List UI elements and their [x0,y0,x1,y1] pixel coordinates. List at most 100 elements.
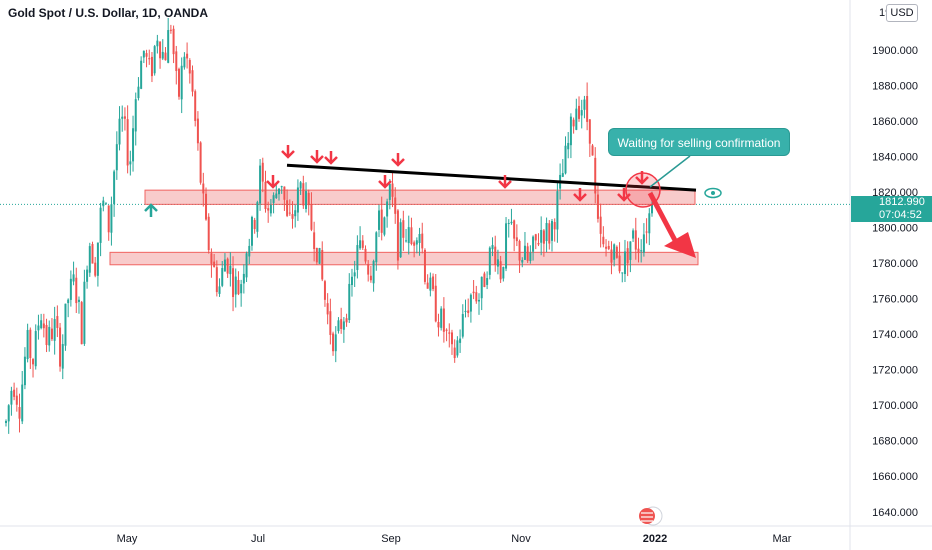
candle-body [86,269,89,282]
candle-body [180,65,183,100]
candle-body [305,191,308,210]
candle-body [323,281,326,300]
candle-body [191,70,194,92]
candle-body [153,46,156,74]
candle-body [578,105,581,119]
candle-body [464,310,467,312]
candle-body [456,340,459,356]
candle-body [221,268,224,286]
candle-body [399,222,402,258]
y-tick-label: 1780.000 [872,258,918,270]
candle-body [513,220,516,239]
y-tick-label: 1820.000 [872,187,918,199]
candle-body [594,157,597,194]
candle-body [637,248,640,254]
candle-body [415,240,418,245]
candle-body [280,186,283,188]
y-tick-label: 1860.000 [872,116,918,128]
candle-body [59,327,62,367]
candle-body [99,207,102,243]
candle-body [550,220,553,241]
current-price: 1812.990 [879,196,925,208]
candle-body [621,272,624,274]
down-arrow-head [310,155,324,164]
candle-body [145,53,148,57]
eye-icon[interactable] [704,187,722,199]
candle-body [288,212,291,214]
candle-body [599,216,602,234]
candle-body [150,56,153,77]
candle-body [615,246,618,258]
candle-body [61,344,64,369]
candle-body [521,259,524,263]
candle-body [229,265,232,275]
y-tick-label: 1840.000 [872,151,918,163]
candle-body [651,204,653,214]
down-arrow-head [266,180,280,189]
annotation-callout[interactable]: Waiting for selling confirmation [608,128,790,156]
candle-body [340,319,343,329]
down-arrow-marker [310,150,324,164]
candle-body [102,200,105,207]
candle-body [294,210,297,217]
candle-body [507,223,510,225]
candle-body [169,29,172,31]
y-tick-label: 1700.000 [872,400,918,412]
candle-body [88,246,91,273]
candle-body [126,119,129,166]
candle-body [586,96,589,122]
down-arrow-head [391,158,405,167]
candle-body [245,253,248,278]
candle-body [115,144,118,171]
candle-body [410,227,413,245]
candle-body [402,220,405,238]
candle-body [367,263,370,275]
candle-body [253,219,256,230]
candle-body [605,246,608,249]
candle-body [299,182,302,189]
candle-body [196,118,199,144]
candle-body [237,279,240,295]
candle-body [334,334,337,352]
economic-event-icon[interactable] [639,506,663,526]
candle-body [7,405,10,422]
candle-body [277,188,280,195]
candle-body [634,230,637,250]
candle-body [248,245,251,257]
candle-body [110,204,113,233]
candle-body [121,116,124,119]
candle-body [580,110,583,116]
candle-body [569,116,572,146]
candle-body [259,165,262,204]
candle-body [77,299,80,302]
candle-body [499,261,502,280]
candle-body [199,142,202,183]
candle-body [105,203,108,205]
down-arrow-head [324,156,338,165]
candle-body [421,233,424,249]
x-tick-label: Sep [381,533,401,545]
candle-body [80,302,83,345]
candle-body [215,267,218,293]
currency-button[interactable]: USD [886,4,918,22]
candle-body [572,119,575,127]
candle-body [553,222,556,230]
candle-body [480,276,483,299]
candle-body [345,318,348,323]
down-arrow-head [635,176,649,185]
candle-body [272,195,275,203]
candle-body [161,51,164,59]
down-arrow-head [573,193,587,202]
candle-body [369,275,372,281]
current-price-badge: 1812.990 07:04:52 [851,196,932,222]
candle-body [596,194,599,219]
candle-body [50,328,53,340]
down-arrow-marker [391,153,405,167]
candle-body [494,246,497,265]
candle-body [232,268,235,298]
candle-body [542,230,545,244]
candle-body [448,332,451,334]
candle-body [478,299,481,302]
